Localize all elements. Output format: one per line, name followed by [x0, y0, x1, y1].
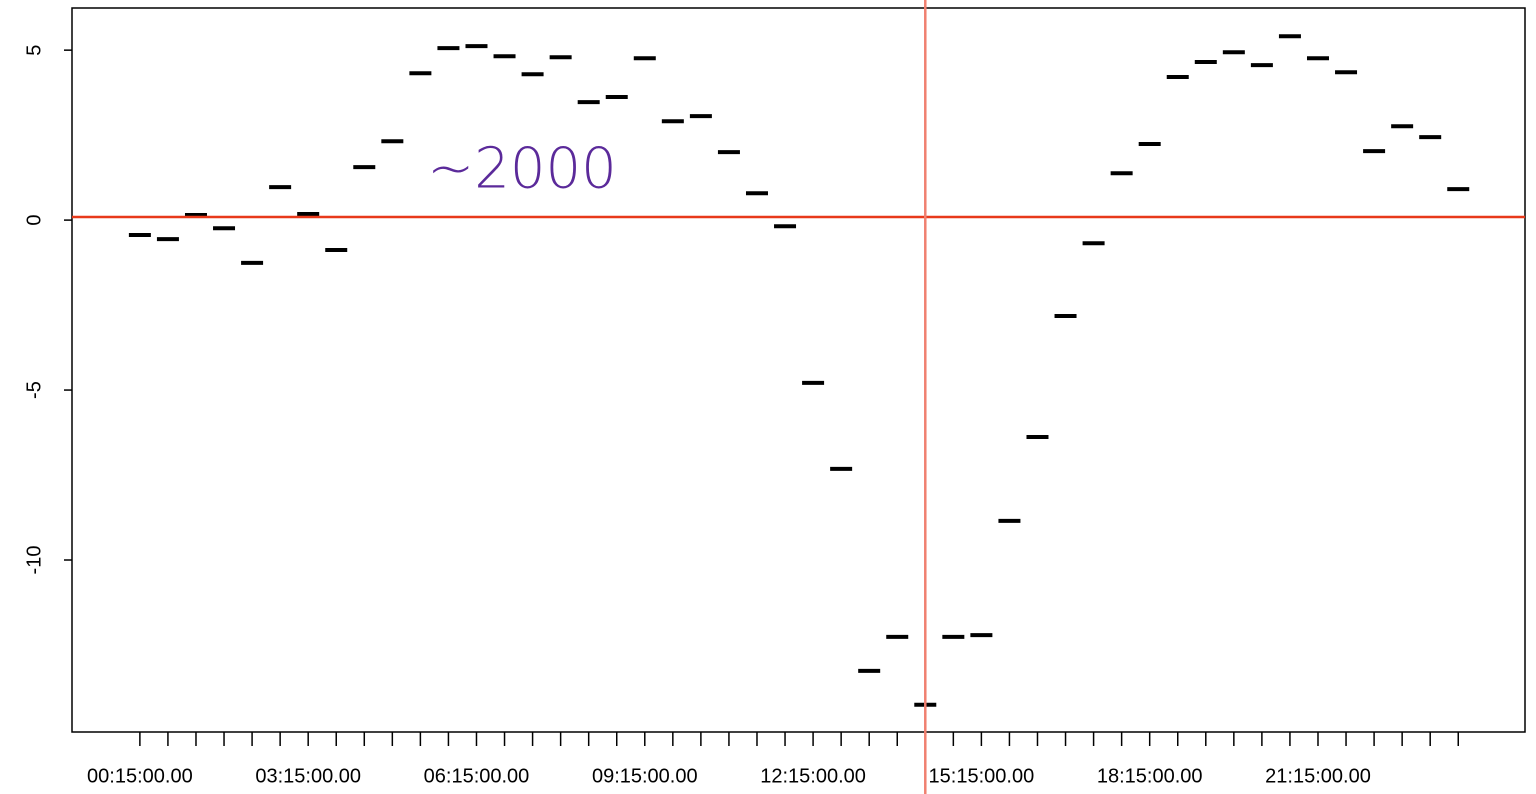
x-tick-label: 18:15:00.00 [1097, 765, 1203, 787]
y-tick-label: 5 [23, 45, 45, 56]
y-tick-label: -10 [23, 546, 45, 575]
x-tick-label: 15:15:00.00 [929, 765, 1035, 787]
plot-frame [71, 7, 1526, 733]
y-tick-label: -5 [23, 381, 45, 399]
x-tick-label: 12:15:00.00 [760, 765, 866, 787]
y-tick-label: 0 [23, 215, 45, 226]
x-tick-label: 06:15:00.00 [424, 765, 530, 787]
x-tick-label: 03:15:00.00 [255, 765, 361, 787]
x-tick-label: 21:15:00.00 [1265, 765, 1371, 787]
x-tick-label: 09:15:00.00 [592, 765, 698, 787]
annotation: ~2000 [427, 136, 616, 201]
x-tick-label: 00:15:00.00 [87, 765, 193, 787]
